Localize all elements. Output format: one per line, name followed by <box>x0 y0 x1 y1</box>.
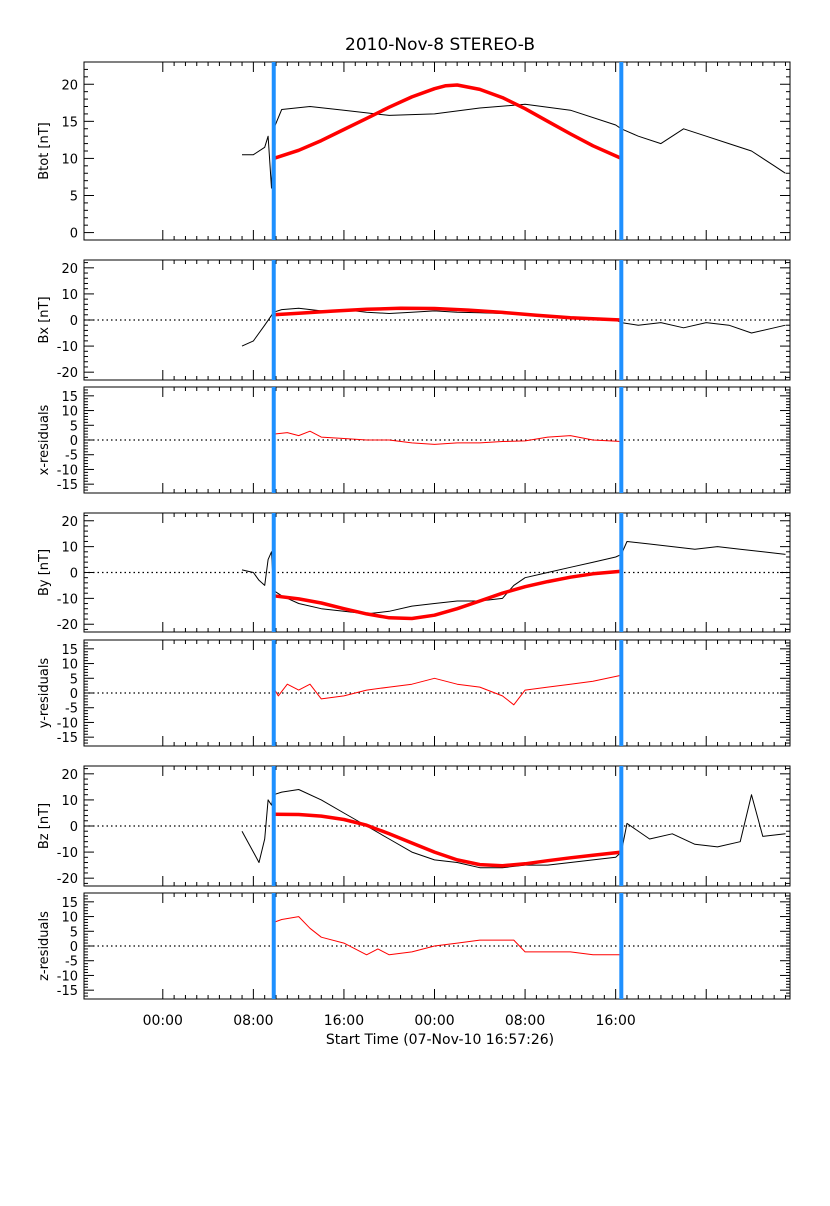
y-tick-label: -5 <box>65 449 78 464</box>
y-tick-label: 0 <box>70 434 78 449</box>
y-tick-label: -10 <box>57 340 78 355</box>
y-tick-label: 5 <box>70 672 78 687</box>
plot-frame <box>83 259 791 381</box>
y-tick-label: -15 <box>57 731 78 746</box>
plot-frame <box>83 386 791 494</box>
residual-line <box>273 645 622 706</box>
y-tick-label: -10 <box>57 592 78 607</box>
y-tick-label: 5 <box>70 419 78 434</box>
y-tick-label: 0 <box>70 314 78 329</box>
x-tick-label: 16:00 <box>595 1013 635 1029</box>
y-tick-label: -15 <box>57 478 78 493</box>
model-fit-line <box>273 812 622 868</box>
data-line <box>242 103 786 189</box>
y-tick-label: -20 <box>57 618 78 633</box>
panel-bz: -20 -10 0 10 20 Bz [nT] <box>37 765 791 887</box>
y-tick-label: -20 <box>57 872 78 887</box>
y-tick-label: 20 <box>61 515 78 530</box>
y-tick-label: 10 <box>61 794 78 809</box>
y-tick-label: -10 <box>57 846 78 861</box>
y-tick-label: 10 <box>61 911 78 926</box>
y-tick-label: 10 <box>61 658 78 673</box>
y-tick-label: 10 <box>61 541 78 556</box>
x-tick-label: 00:00 <box>414 1013 454 1029</box>
y-tick-label: 20 <box>61 262 78 277</box>
y-tick-label: 15 <box>61 896 78 911</box>
x-tick-label: 00:00 <box>143 1013 183 1029</box>
y-axis-label: y-residuals <box>37 658 52 729</box>
residual-line <box>273 916 622 956</box>
y-tick-label: 0 <box>70 687 78 702</box>
x-tick-label: 08:00 <box>233 1013 273 1029</box>
y-tick-label: 15 <box>61 115 78 130</box>
y-axis-label: Btot [nT] <box>37 122 52 180</box>
y-tick-label: -10 <box>57 716 78 731</box>
y-tick-label: 10 <box>61 152 78 167</box>
chart-title: 2010-Nov-8 STEREO-B <box>345 35 535 55</box>
y-axis-label: z-residuals <box>37 911 52 981</box>
plot-frame <box>83 639 791 747</box>
y-tick-label: 10 <box>61 405 78 420</box>
y-axis-label: x-residuals <box>37 404 52 475</box>
y-tick-label: 0 <box>70 940 78 955</box>
y-tick-label: 20 <box>61 768 78 783</box>
y-tick-label: 15 <box>61 390 78 405</box>
panel-by: -20 -10 0 10 20 By [nT] <box>37 512 791 633</box>
plot-frame <box>83 765 791 887</box>
y-axis-label: By [nT] <box>37 549 52 596</box>
panel-bx: -20 -10 0 10 20 Bx [nT] <box>37 259 791 381</box>
y-tick-label: 10 <box>61 288 78 303</box>
x-tick-label: 16:00 <box>324 1013 364 1029</box>
data-line <box>241 789 786 869</box>
x-tick-labels: 00:00 08:00 16:00 00:00 08:00 16:00 <box>143 1013 636 1029</box>
y-tick-label: 0 <box>70 567 78 582</box>
y-tick-label: 5 <box>70 925 78 940</box>
x-tick-label: 08:00 <box>505 1013 545 1029</box>
model-fit-line <box>273 306 622 322</box>
y-axis-label: Bx [nT] <box>37 296 52 343</box>
x-axis-label: Start Time (07-Nov-10 16:57:26) <box>326 1032 554 1048</box>
model-fit-line <box>273 569 622 621</box>
y-tick-label: 15 <box>61 643 78 658</box>
y-tick-label: -10 <box>57 463 78 478</box>
panel-btot: 0 5 10 15 20 Btot [nT] <box>37 61 791 242</box>
y-tick-label: -5 <box>65 955 78 970</box>
y-tick-label: 20 <box>61 78 78 93</box>
model-fit-line <box>273 83 623 161</box>
y-tick-label: -5 <box>65 702 78 717</box>
y-tick-label: 5 <box>70 190 78 205</box>
y-tick-label: -10 <box>57 969 78 984</box>
residual-line <box>273 430 622 445</box>
y-tick-label: -20 <box>57 366 78 381</box>
y-tick-label: 0 <box>70 820 78 835</box>
y-tick-label: 0 <box>70 227 78 242</box>
y-axis-label: Bz [nT] <box>37 803 52 849</box>
y-tick-label: -15 <box>57 984 78 999</box>
